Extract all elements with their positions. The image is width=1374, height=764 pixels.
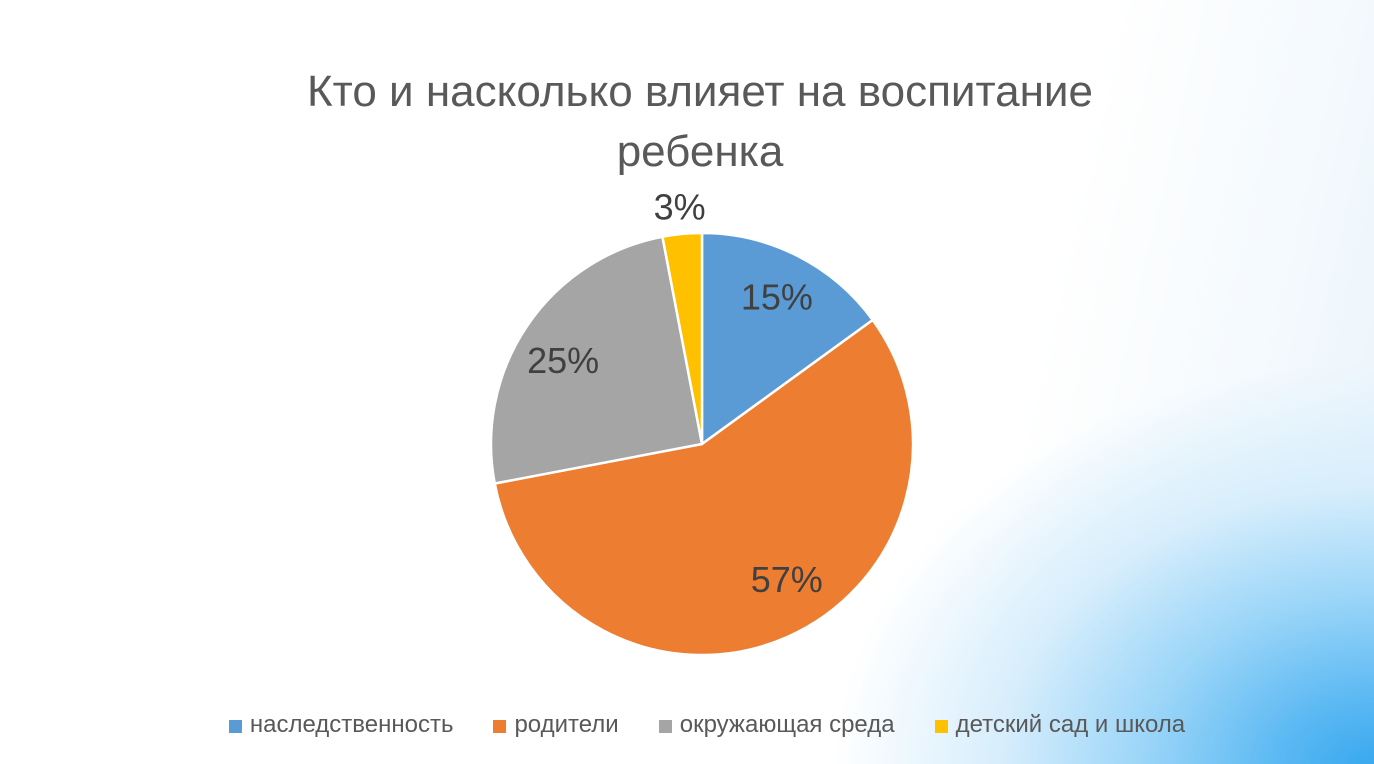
data-label-детский сад и школа: 3% xyxy=(654,187,706,228)
chart-title: Кто и насколько влияет на воспитание реб… xyxy=(307,67,1093,176)
data-label-наследственность: 15% xyxy=(741,277,813,318)
legend-item-наследственность[interactable]: наследственность xyxy=(228,711,454,739)
legend-swatch-icon xyxy=(493,719,507,733)
legend-label: окружающая среда xyxy=(679,711,895,738)
legend-item-детский сад и школа[interactable]: детский сад и школа xyxy=(934,711,1186,739)
legend-label: детский сад и школа xyxy=(955,711,1186,738)
legend-label: родители xyxy=(514,711,619,738)
legend-swatch-icon xyxy=(228,719,242,733)
pie-slice-окружающая среда[interactable] xyxy=(489,235,704,485)
chart-legend: наследственность родители окружающая среда… xyxy=(0,711,1374,739)
pie-slice-наследственность[interactable] xyxy=(700,231,874,446)
data-label-окружающая среда: 25% xyxy=(527,340,599,381)
legend-swatch-icon xyxy=(658,719,672,733)
pie-chart: 15% 57% 25% 3% xyxy=(489,187,915,657)
legend-label: наследственность xyxy=(249,711,454,738)
pie-slice-родители[interactable] xyxy=(493,318,915,657)
legend-item-окружающая среда[interactable]: окружающая среда xyxy=(658,711,895,739)
legend-item-родители[interactable]: родители xyxy=(493,711,619,739)
pie-slice-детский сад и школа[interactable] xyxy=(661,231,704,446)
legend-swatch-icon xyxy=(934,719,948,733)
data-label-родители: 57% xyxy=(751,559,823,600)
